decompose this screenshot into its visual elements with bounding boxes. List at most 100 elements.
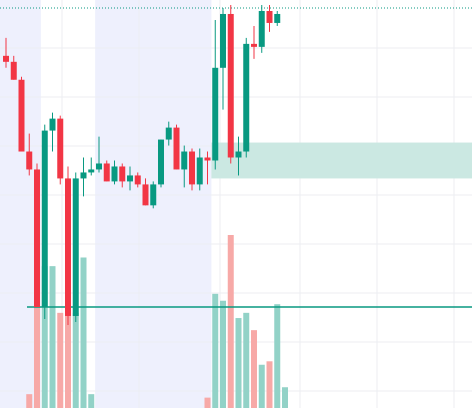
candle (173, 124, 180, 170)
candle-body (243, 43, 250, 152)
candle-body (80, 172, 87, 179)
candle-body (88, 169, 95, 173)
candle (150, 181, 157, 209)
candle (57, 115, 64, 185)
volume-bar (49, 266, 56, 408)
candle (127, 166, 133, 191)
volume-bar (212, 293, 219, 408)
candle-body (173, 127, 180, 170)
candle-body (34, 169, 40, 307)
candle (251, 25, 257, 59)
candle-body (18, 79, 25, 152)
volume-layer (26, 235, 288, 408)
volume-bar (274, 304, 281, 408)
volume-bar (227, 235, 234, 408)
candle-body (189, 151, 195, 185)
volume-bar (88, 394, 95, 408)
candle-body (127, 175, 133, 182)
candle-body (158, 139, 164, 185)
candle (41, 124, 48, 319)
candle-body (72, 178, 79, 316)
candle (235, 136, 242, 176)
candle (72, 172, 79, 322)
candle (165, 121, 172, 146)
candle-body (26, 151, 33, 170)
candle-body (142, 184, 149, 206)
volume-bar (65, 266, 71, 408)
zone-layer (211, 142, 472, 179)
volume-bar (220, 300, 226, 408)
candle (49, 112, 56, 152)
candle-body (96, 163, 102, 170)
candle (258, 5, 265, 53)
candle (88, 157, 95, 176)
volume-bar (266, 361, 273, 408)
candle-body (266, 10, 273, 23)
candle (119, 163, 126, 188)
zone-box (211, 142, 472, 179)
candle (227, 5, 234, 164)
candle (96, 136, 102, 173)
candle (65, 166, 71, 325)
volume-bar (243, 312, 250, 408)
candle (34, 163, 40, 307)
volume-bar (251, 330, 257, 408)
volume-bar (34, 293, 40, 408)
candle (158, 139, 164, 188)
candle-body (65, 178, 71, 316)
volume-bar (72, 312, 79, 408)
candle (189, 148, 195, 191)
volume-bar (57, 312, 64, 408)
candle-body (49, 118, 56, 131)
candle (103, 160, 110, 182)
candle-body (134, 175, 141, 185)
session-shading-layer (0, 0, 212, 408)
candle-body (111, 166, 118, 182)
candle (18, 76, 25, 152)
volume-bar (26, 394, 33, 408)
candle-body (251, 43, 257, 47)
candle-body (181, 151, 188, 170)
candle (10, 55, 17, 80)
candle-body (196, 157, 203, 185)
candle (142, 178, 149, 206)
candle (134, 172, 141, 188)
candle-body (103, 163, 110, 182)
candle (266, 5, 273, 32)
candle-body (258, 10, 265, 47)
volume-bar (282, 387, 288, 408)
candle-body (274, 13, 281, 23)
candle-body (235, 151, 242, 158)
candle-body (119, 166, 126, 182)
candle-body (165, 127, 172, 140)
candle (212, 19, 219, 170)
candle (181, 145, 188, 188)
candle-body (227, 13, 234, 158)
level-layer (0, 7, 472, 308)
candle-body (220, 13, 226, 68)
candle-body (41, 130, 48, 307)
candle-body (10, 61, 17, 80)
candles-layer (3, 5, 281, 325)
candle (80, 157, 87, 197)
candle-body (57, 118, 64, 179)
candle (111, 160, 118, 185)
volume-bar (258, 364, 265, 408)
volume-bar (41, 266, 48, 408)
candle-body (3, 55, 9, 62)
volume-bar (235, 318, 242, 408)
candle (3, 37, 9, 68)
volume-bar (204, 397, 211, 408)
candle-body (204, 157, 211, 161)
candle (274, 10, 281, 26)
candle-body (150, 184, 157, 206)
candle (196, 148, 203, 191)
candle (243, 37, 250, 158)
candle (220, 8, 226, 110)
volume-bar (80, 257, 87, 408)
candle (204, 151, 211, 185)
candle (26, 133, 33, 176)
candle-body (212, 67, 219, 161)
